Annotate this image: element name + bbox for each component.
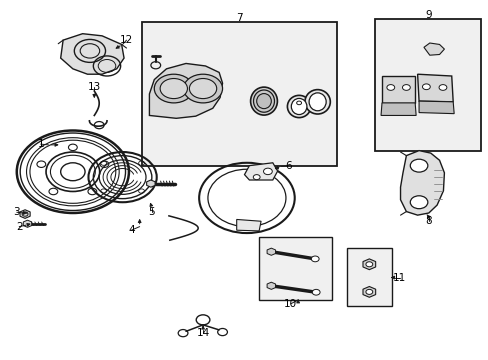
Ellipse shape <box>253 90 274 112</box>
Text: 3: 3 <box>14 207 20 217</box>
Polygon shape <box>236 220 261 231</box>
Polygon shape <box>146 180 155 187</box>
Text: 8: 8 <box>425 216 431 226</box>
Circle shape <box>386 85 394 90</box>
Circle shape <box>438 85 446 90</box>
Text: 7: 7 <box>236 13 243 23</box>
Circle shape <box>409 196 427 209</box>
Circle shape <box>422 84 429 90</box>
Text: 10: 10 <box>284 299 297 309</box>
Circle shape <box>154 74 193 103</box>
Polygon shape <box>381 76 414 103</box>
Polygon shape <box>244 163 277 180</box>
Text: 6: 6 <box>285 161 291 171</box>
Ellipse shape <box>250 87 277 115</box>
Circle shape <box>263 168 272 175</box>
Circle shape <box>402 85 409 90</box>
Text: 12: 12 <box>120 35 133 45</box>
FancyBboxPatch shape <box>374 19 481 151</box>
Polygon shape <box>61 34 124 74</box>
FancyBboxPatch shape <box>346 248 391 306</box>
Ellipse shape <box>287 95 310 118</box>
Circle shape <box>253 175 260 180</box>
Polygon shape <box>423 43 444 55</box>
Circle shape <box>312 289 320 295</box>
Text: 11: 11 <box>392 273 406 283</box>
Text: 5: 5 <box>148 207 155 217</box>
Ellipse shape <box>256 94 271 109</box>
Ellipse shape <box>305 90 330 114</box>
Polygon shape <box>20 210 30 219</box>
Polygon shape <box>418 101 453 114</box>
Text: 9: 9 <box>424 10 431 20</box>
Polygon shape <box>266 248 275 255</box>
Circle shape <box>189 78 216 99</box>
Polygon shape <box>362 259 375 270</box>
Circle shape <box>183 74 222 103</box>
Polygon shape <box>23 220 32 227</box>
Polygon shape <box>266 282 275 289</box>
Circle shape <box>365 262 372 267</box>
Polygon shape <box>417 74 452 102</box>
Circle shape <box>160 78 187 99</box>
Ellipse shape <box>291 98 306 114</box>
Polygon shape <box>400 150 444 215</box>
FancyBboxPatch shape <box>142 22 336 166</box>
Circle shape <box>409 159 427 172</box>
Polygon shape <box>362 287 375 297</box>
Ellipse shape <box>308 93 325 111</box>
FancyBboxPatch shape <box>259 237 331 300</box>
Text: 4: 4 <box>128 225 134 235</box>
Text: 1: 1 <box>37 139 44 149</box>
Text: 14: 14 <box>196 328 209 338</box>
Circle shape <box>365 289 372 294</box>
Circle shape <box>311 256 319 262</box>
Text: 2: 2 <box>16 222 22 231</box>
Polygon shape <box>380 103 415 116</box>
Polygon shape <box>149 63 222 118</box>
Text: 13: 13 <box>87 82 101 92</box>
